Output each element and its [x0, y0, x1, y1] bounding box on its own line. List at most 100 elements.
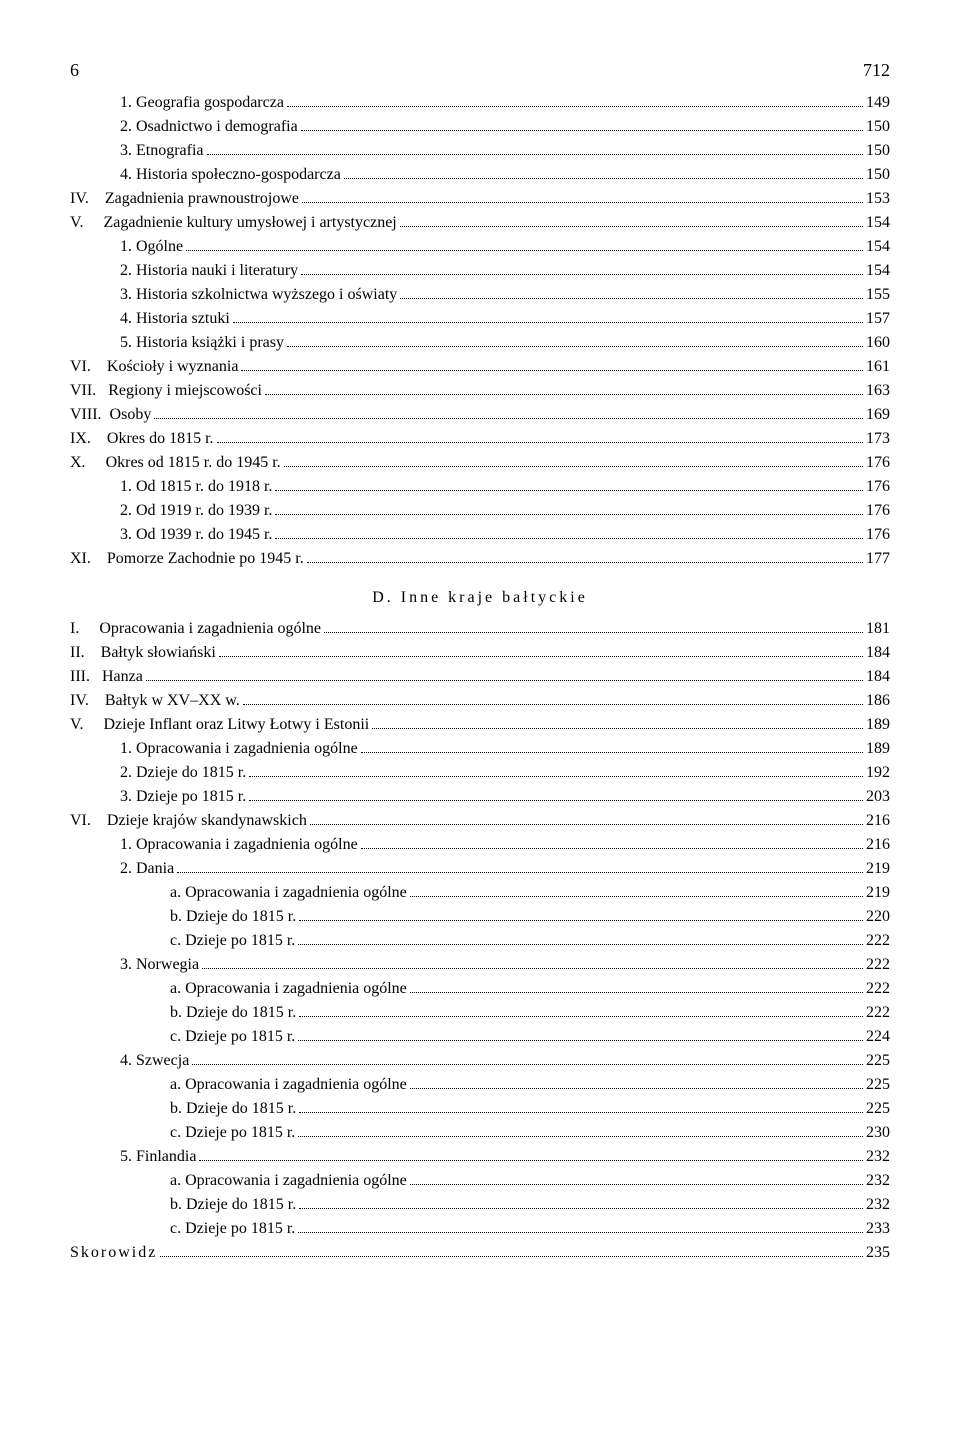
- toc-entry-text: 3. Etnografia: [120, 139, 204, 163]
- toc-dots: [287, 106, 863, 107]
- toc-page-number: 177: [866, 547, 890, 571]
- toc-page-number: 153: [866, 187, 890, 211]
- toc-dots: [275, 514, 863, 515]
- toc-entry-text: Pomorze Zachodnie po 1945 r.: [107, 547, 304, 571]
- toc-entry-text: 1. Opracowania i zagadnienia ogólne: [120, 737, 358, 761]
- toc-line: 5. Historia książki i prasy 160: [70, 331, 890, 355]
- toc-page-number: 186: [866, 689, 890, 713]
- toc-dots: [275, 538, 863, 539]
- toc-page-number: 216: [866, 809, 890, 833]
- toc-entry-text: 2. Dania: [120, 857, 174, 881]
- toc-line: I. Opracowania i zagadnienia ogólne181: [70, 617, 890, 641]
- toc-dots: [298, 1232, 863, 1233]
- toc-line: a. Opracowania i zagadnienia ogólne 219: [70, 881, 890, 905]
- toc-dots: [299, 1208, 863, 1209]
- toc-dots: [186, 250, 863, 251]
- toc-dots: [275, 490, 863, 491]
- toc-dots: [249, 800, 863, 801]
- toc-dots: [310, 824, 863, 825]
- toc-roman-label: II.: [70, 641, 101, 665]
- toc-page-number: 161: [866, 355, 890, 379]
- toc-entry-text: Okres od 1815 r. do 1945 r.: [106, 451, 281, 475]
- toc-line: a. Opracowania i zagadnienia ogólne225: [70, 1073, 890, 1097]
- toc-entry-text: a. Opracowania i zagadnienia ogólne: [170, 1073, 407, 1097]
- toc-line: IV. Bałtyk w XV–XX w. 186: [70, 689, 890, 713]
- toc-entry-text: b. Dzieje do 1815 r.: [170, 1193, 296, 1217]
- toc-dots: [192, 1064, 863, 1065]
- toc-dots: [177, 872, 863, 873]
- toc-line: 2. Dania219: [70, 857, 890, 881]
- toc-entry-text: Hanza: [102, 665, 143, 689]
- page-num-right: 712: [863, 60, 890, 81]
- toc-page-number: 225: [866, 1049, 890, 1073]
- toc-entry-text: b. Dzieje do 1815 r.: [170, 1097, 296, 1121]
- toc-dots: [298, 944, 863, 945]
- toc-dots: [361, 848, 863, 849]
- toc-line: a. Opracowania i zagadnienia ogólne222: [70, 977, 890, 1001]
- toc-line: 4. Szwecja225: [70, 1049, 890, 1073]
- toc-line: 3. Od 1939 r. do 1945 r. 176: [70, 523, 890, 547]
- toc-dots: [361, 752, 863, 753]
- toc-line: 4. Historia sztuki157: [70, 307, 890, 331]
- toc-dots: [298, 1040, 863, 1041]
- toc-dots: [265, 394, 863, 395]
- toc-page-number: 176: [866, 475, 890, 499]
- toc-page-number: 154: [866, 211, 890, 235]
- toc-line: III. Hanza184: [70, 665, 890, 689]
- toc-dots: [199, 1160, 863, 1161]
- toc-line: 1. Geografia gospodarcza149: [70, 91, 890, 115]
- toc-line: 2. Osadnictwo i demografia150: [70, 115, 890, 139]
- toc-page-number: 225: [866, 1097, 890, 1121]
- toc-entry-text: 2. Dzieje do 1815 r.: [120, 761, 246, 785]
- toc-page-number: 222: [866, 1001, 890, 1025]
- toc-page-number: 160: [866, 331, 890, 355]
- toc-roman-label: IV.: [70, 187, 105, 211]
- toc-dots: [301, 130, 863, 131]
- toc-line: XI. Pomorze Zachodnie po 1945 r. 177: [70, 547, 890, 571]
- toc-roman-label: V.: [70, 211, 104, 235]
- toc-line: V. Dzieje Inflant oraz Litwy Łotwy i Est…: [70, 713, 890, 737]
- toc-page-number: 163: [866, 379, 890, 403]
- toc-entry-text: 3. Norwegia: [120, 953, 199, 977]
- toc-line: 3. Norwegia222: [70, 953, 890, 977]
- toc-line: b. Dzieje do 1815 r. 220: [70, 905, 890, 929]
- toc-dots: [207, 154, 863, 155]
- toc-page-number: 192: [866, 761, 890, 785]
- toc-page-number: 184: [866, 665, 890, 689]
- toc-page-number: 189: [866, 737, 890, 761]
- toc-entry-text: a. Opracowania i zagadnienia ogólne: [170, 881, 407, 905]
- toc-roman-label: VIII.: [70, 403, 110, 427]
- toc-dots: [217, 442, 863, 443]
- toc-line: b. Dzieje do 1815 r. 232: [70, 1193, 890, 1217]
- toc-entry-text: 2. Osadnictwo i demografia: [120, 115, 298, 139]
- toc-line: 1. Od 1815 r. do 1918 r. 176: [70, 475, 890, 499]
- toc-page-number: 181: [866, 617, 890, 641]
- toc-entry-text: 3. Od 1939 r. do 1945 r.: [120, 523, 272, 547]
- toc-dots: [284, 466, 863, 467]
- toc-line: V. Zagadnienie kultury umysłowej i artys…: [70, 211, 890, 235]
- toc-page-number: 220: [866, 905, 890, 929]
- toc-entry-text: 3. Dzieje po 1815 r.: [120, 785, 246, 809]
- toc-entry-text: 5. Historia książki i prasy: [120, 331, 284, 355]
- toc-page-number: 219: [866, 881, 890, 905]
- toc-line: X. Okres od 1815 r. do 1945 r. 176: [70, 451, 890, 475]
- toc-line: 1. Opracowania i zagadnienia ogólne 189: [70, 737, 890, 761]
- toc-roman-label: IX.: [70, 427, 107, 451]
- toc-dots: [400, 226, 863, 227]
- toc-page-number: 169: [866, 403, 890, 427]
- toc-dots: [372, 728, 863, 729]
- toc-roman-label: VI.: [70, 355, 107, 379]
- toc-roman-label: IV.: [70, 689, 105, 713]
- toc-dots: [154, 418, 863, 419]
- toc-dots: [299, 1112, 863, 1113]
- toc-dots: [146, 680, 863, 681]
- toc-dots: [249, 776, 863, 777]
- toc-entry-text: 2. Od 1919 r. do 1939 r.: [120, 499, 272, 523]
- toc-entry-text: 1. Od 1815 r. do 1918 r.: [120, 475, 272, 499]
- toc-dots: [160, 1256, 863, 1257]
- toc-page-number: 222: [866, 929, 890, 953]
- skorowidz-page: 235: [866, 1241, 890, 1265]
- toc-line: 3. Etnografia150: [70, 139, 890, 163]
- toc-roman-label: VII.: [70, 379, 108, 403]
- page-header: 6 712: [70, 60, 890, 81]
